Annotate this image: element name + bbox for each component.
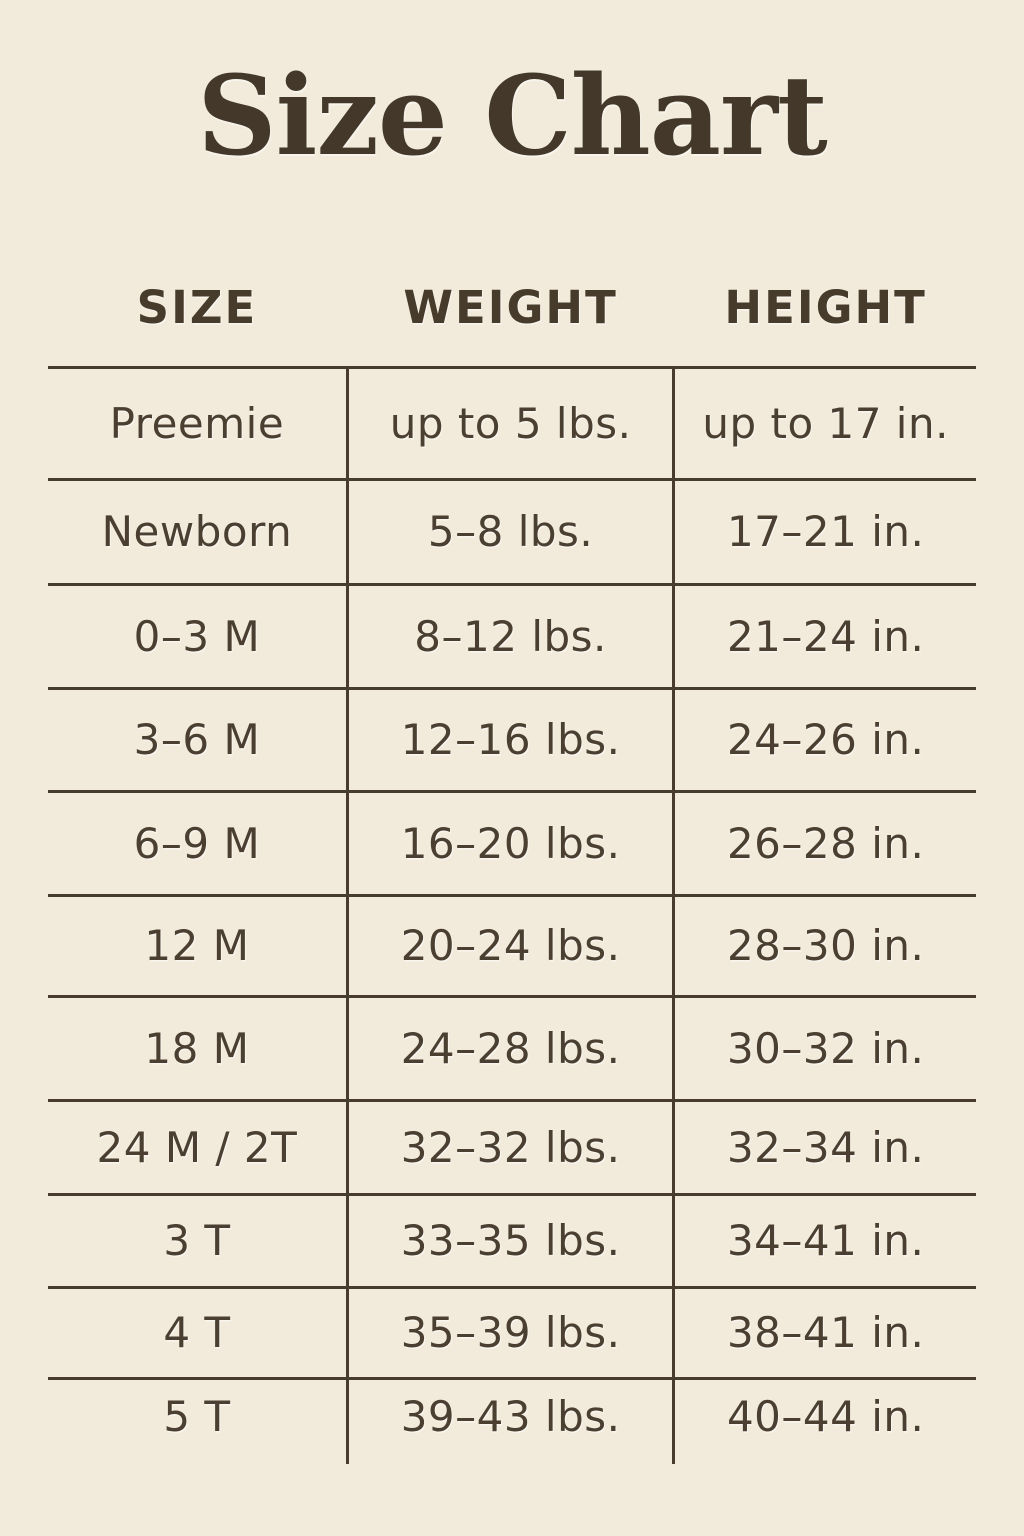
table-row: 5 T 39–43 lbs. 40–44 in. — [48, 1376, 976, 1464]
weight-cell: up to 5 lbs. — [345, 368, 676, 478]
size-cell: 0–3 M — [133, 611, 261, 661]
table-row: 18 M 24–28 lbs. 30–32 in. — [48, 994, 976, 1099]
table-row: 24 M / 2T 32–32 lbs. 32–34 in. — [48, 1098, 976, 1193]
page-title: Size Chart — [197, 51, 828, 180]
weight-cell: 12–16 lbs. — [345, 689, 676, 790]
table-row: 3 T 33–35 lbs. 34–41 in. — [48, 1192, 976, 1286]
weight-cell: 33–35 lbs. — [345, 1195, 676, 1286]
size-cell: 6–9 M — [133, 818, 261, 868]
height-cell: 40–44 in. — [726, 1391, 925, 1441]
size-cell: 5 T — [163, 1391, 231, 1441]
table-header: SIZE WEIGHT HEIGHT — [48, 277, 976, 339]
table-row: Preemie up to 5 lbs. up to 17 in. — [48, 365, 976, 478]
weight-cell: 5–8 lbs. — [345, 480, 676, 583]
weight-cell: 35–39 lbs. — [345, 1288, 676, 1377]
table-row: 3–6 M 12–16 lbs. 24–26 in. — [48, 686, 976, 790]
weight-cell: 8–12 lbs. — [345, 585, 676, 687]
size-cell: Newborn — [101, 507, 293, 556]
weight-cell: 32–32 lbs. — [345, 1101, 676, 1193]
column-header-weight: WEIGHT — [403, 280, 618, 334]
size-cell: Preemie — [109, 398, 285, 448]
size-cell: 3–6 M — [133, 715, 261, 764]
weight-cell: 39–43 lbs. — [345, 1379, 676, 1464]
table-row: 4 T 35–39 lbs. 38–41 in. — [48, 1285, 976, 1377]
height-cell: 38–41 in. — [726, 1308, 925, 1357]
height-cell: up to 17 in. — [702, 398, 949, 448]
table-row: 12 M 20–24 lbs. 28–30 in. — [48, 893, 976, 995]
size-table: Preemie up to 5 lbs. up to 17 in. Newbor… — [48, 365, 976, 1464]
height-cell: 28–30 in. — [726, 921, 925, 970]
size-cell: 24 M / 2T — [96, 1122, 298, 1172]
height-cell: 26–28 in. — [726, 818, 925, 868]
height-cell: 17–21 in. — [726, 507, 925, 556]
table-row: Newborn 5–8 lbs. 17–21 in. — [48, 477, 976, 583]
height-cell: 24–26 in. — [726, 715, 925, 764]
height-cell: 34–41 in. — [726, 1216, 925, 1265]
height-cell: 32–34 in. — [726, 1122, 925, 1172]
size-cell: 4 T — [163, 1308, 231, 1357]
size-cell: 12 M — [144, 921, 250, 970]
height-cell: 21–24 in. — [726, 611, 925, 661]
column-header-height: HEIGHT — [724, 280, 927, 334]
weight-cell: 24–28 lbs. — [345, 997, 676, 1099]
size-cell: 3 T — [163, 1216, 231, 1265]
column-header-size: SIZE — [136, 280, 258, 334]
weight-cell: 16–20 lbs. — [345, 792, 676, 894]
table-row: 6–9 M 16–20 lbs. 26–28 in. — [48, 789, 976, 894]
height-cell: 30–32 in. — [726, 1023, 925, 1073]
size-cell: 18 M — [144, 1023, 250, 1073]
weight-cell: 20–24 lbs. — [345, 896, 676, 995]
table-row: 0–3 M 8–12 lbs. 21–24 in. — [48, 582, 976, 687]
